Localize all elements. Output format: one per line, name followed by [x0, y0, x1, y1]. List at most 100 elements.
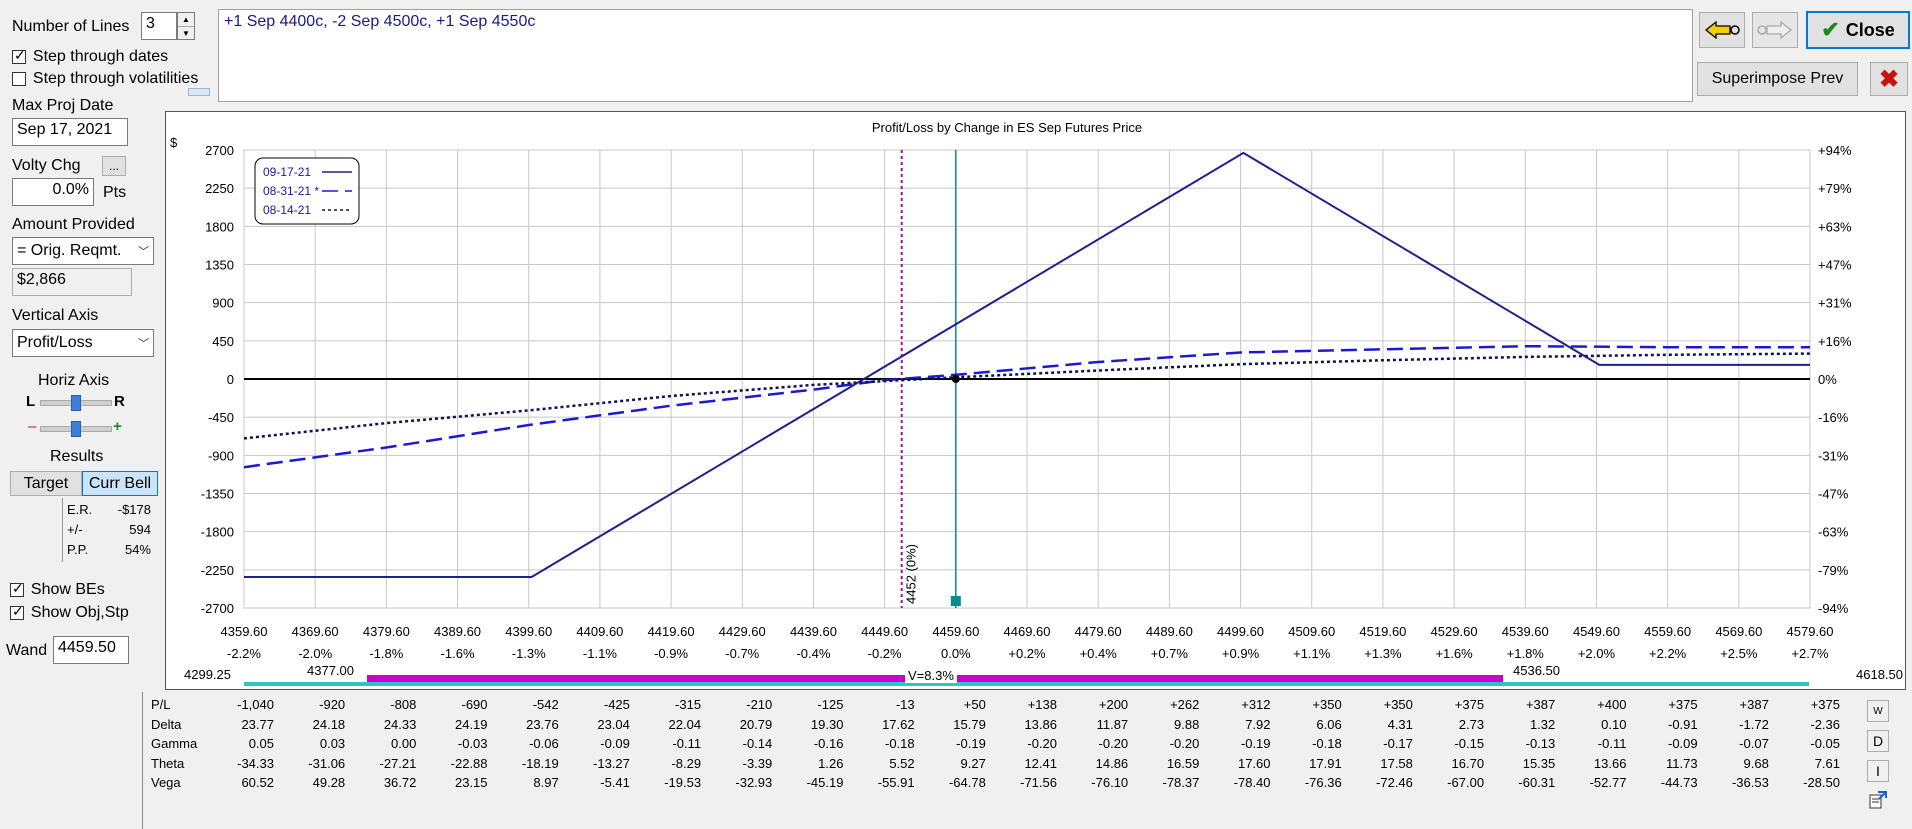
vertical-axis-select[interactable]: Profit/Loss ﹀	[12, 329, 154, 357]
strategy-textbox[interactable]: +1 Sep 4400c, -2 Sep 4500c, +1 Sep 4550c	[218, 9, 1693, 102]
table-cell: -60.31	[1518, 775, 1556, 790]
table-cell: +138	[1027, 697, 1057, 712]
stat-pp-value: 54%	[124, 542, 151, 557]
y2-tick-label: +16%	[1818, 334, 1852, 349]
series-line-09-17-21	[244, 151, 1810, 578]
show-bes-checkbox[interactable]: Show BEs	[10, 580, 105, 599]
x-tick-label: 4469.60	[1004, 624, 1051, 639]
table-cell: -0.17	[1383, 736, 1413, 751]
table-i-button[interactable]: I	[1867, 760, 1889, 782]
x-pct-tick-label: -1.1%	[583, 646, 617, 661]
x-pct-tick-label: +0.7%	[1151, 646, 1189, 661]
table-row-label: Delta	[151, 716, 182, 732]
amount-value-field: $2,866	[12, 268, 132, 296]
stat-stdev-label: +/-	[67, 522, 83, 537]
table-cell: 60.52	[241, 775, 274, 790]
table-cell: 23.77	[241, 716, 274, 732]
horiz-pan-thumb[interactable]	[71, 395, 81, 411]
y2-tick-label: -31%	[1818, 448, 1849, 463]
y-tick-label: -1800	[201, 525, 234, 540]
legend-label: 09-17-21	[263, 165, 311, 179]
y-tick-label: 2700	[205, 143, 234, 158]
zoom-plus-icon: +	[113, 418, 122, 435]
x-tick-label: 4499.60	[1217, 624, 1264, 639]
strategy-scroll-handle[interactable]	[188, 88, 210, 96]
table-cell: -44.73	[1660, 775, 1698, 790]
table-cell: 14.86	[1095, 755, 1129, 771]
table-cell: 23.04	[597, 716, 630, 732]
back-button[interactable]	[1699, 12, 1745, 48]
x-tick-label: 4449.60	[861, 624, 908, 639]
volty-chg-input[interactable]: 0.0%	[12, 178, 94, 206]
number-of-lines-label: Number of Lines	[12, 18, 130, 35]
table-cell: -425	[603, 697, 630, 712]
chart-title: Profit/Loss by Change in ES Sep Futures …	[872, 120, 1142, 135]
step-dates-check-icon[interactable]	[12, 47, 26, 65]
target-button[interactable]: Target	[10, 471, 82, 496]
y-tick-label: 450	[212, 334, 234, 349]
y-tick-label: 2250	[205, 181, 234, 196]
step-vol-checkbox[interactable]: Step through volatilities	[12, 70, 198, 88]
table-cell: -808	[390, 697, 417, 712]
table-cell: -36.53	[1731, 775, 1769, 790]
table-cell: 23.15	[454, 775, 488, 790]
table-cell: -0.20	[1169, 736, 1200, 751]
table-cell: 22.04	[668, 716, 702, 732]
number-of-lines-spinner[interactable]: ▲ ▼	[177, 12, 195, 40]
table-cell: -210	[746, 697, 773, 712]
forward-button[interactable]	[1752, 12, 1798, 48]
table-cell: -0.06	[529, 736, 559, 751]
step-dates-checkbox[interactable]: Step through dates	[12, 47, 168, 66]
table-cell: -34.33	[237, 755, 274, 771]
x-tick-label: 4359.60	[221, 624, 268, 639]
superimpose-prev-button[interactable]: Superimpose Prev	[1697, 62, 1858, 96]
table-cell: -76.10	[1091, 775, 1129, 790]
x-tick-label: 4519.60	[1359, 624, 1406, 639]
table-cell: -0.09	[1667, 736, 1698, 751]
show-obj-check-icon[interactable]	[10, 603, 24, 621]
spin-up-icon[interactable]: ▲	[182, 15, 190, 24]
show-obj-checkbox[interactable]: Show Obj,Stp	[10, 603, 129, 622]
table-cell: 49.28	[312, 775, 346, 790]
cancel-x-button[interactable]: ✖	[1870, 62, 1908, 96]
table-cell: 0.10	[1601, 716, 1627, 732]
show-bes-check-icon[interactable]	[10, 580, 24, 598]
table-cell: 24.19	[454, 716, 488, 732]
range-bar-outer	[244, 682, 1809, 686]
range-volatility-label: V=8.3%	[905, 668, 957, 683]
step-vol-check-icon[interactable]	[12, 72, 26, 87]
max-proj-date-input[interactable]: Sep 17, 2021	[12, 118, 128, 146]
show-bes-label: Show BEs	[30, 581, 105, 598]
table-cell: +312	[1241, 697, 1271, 712]
chevron-down-icon: ﹀	[138, 338, 149, 350]
number-of-lines-input[interactable]: 3	[141, 12, 177, 40]
wand-input[interactable]: 4459.50	[53, 636, 129, 664]
table-cell: 36.72	[383, 775, 417, 790]
table-cell: -67.00	[1447, 775, 1485, 790]
table-cell: -22.88	[450, 755, 488, 771]
export-icon[interactable]	[1868, 790, 1888, 810]
stat-er-value: -$178	[117, 502, 151, 517]
table-cell: -78.37	[1162, 775, 1200, 790]
table-cell: -8.29	[671, 755, 702, 771]
table-cell: 4.31	[1387, 716, 1413, 732]
amount-provided-select[interactable]: = Orig. Reqmt. ﹀	[12, 237, 154, 265]
table-cell: 17.60	[1237, 755, 1271, 771]
table-cell: -1.72	[1739, 716, 1769, 732]
curr-bell-button[interactable]: Curr Bell	[82, 471, 158, 496]
table-d-button[interactable]: D	[1867, 730, 1889, 752]
horiz-zoom-thumb[interactable]	[71, 421, 81, 437]
spin-down-icon[interactable]: ▼	[178, 26, 194, 40]
x-tick-label: 4529.60	[1431, 624, 1478, 639]
table-cell: 7.92	[1245, 716, 1271, 732]
table-cell: -690	[461, 697, 488, 712]
amount-provided-label: Amount Provided	[12, 216, 135, 233]
table-cell: -2.36	[1810, 716, 1840, 732]
volty-chg-more-button[interactable]: ...	[102, 156, 126, 176]
x-tick-label: 4419.60	[648, 624, 695, 639]
table-w-button[interactable]: W	[1867, 700, 1889, 722]
table-cell: -1,040	[237, 697, 274, 712]
y-tick-label: -900	[208, 448, 234, 463]
close-button[interactable]: ✔ Close	[1806, 11, 1910, 49]
